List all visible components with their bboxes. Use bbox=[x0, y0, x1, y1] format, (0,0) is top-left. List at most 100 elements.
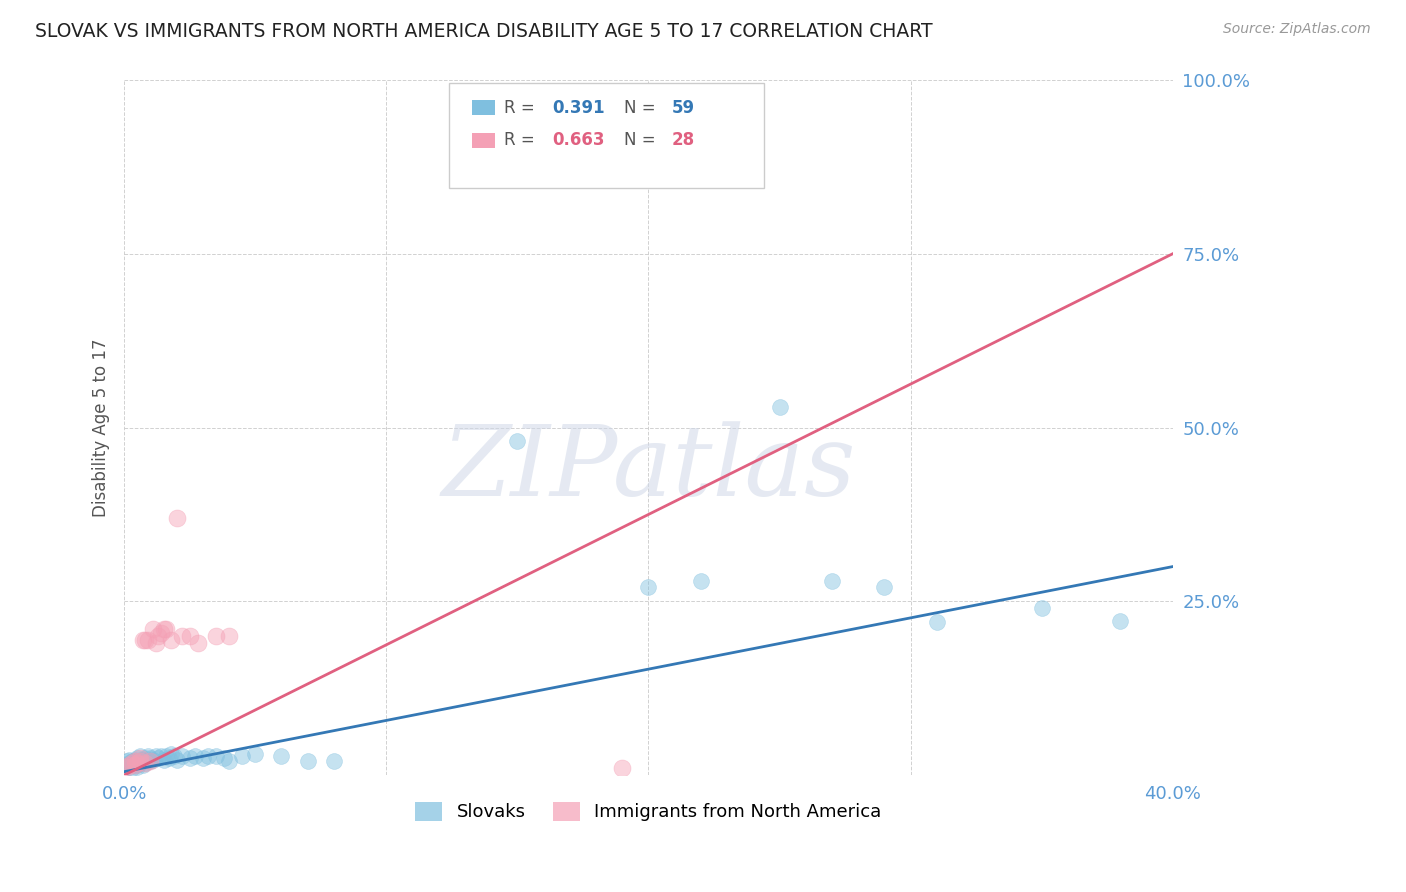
Text: N =: N = bbox=[624, 99, 661, 117]
Point bbox=[155, 748, 177, 763]
Point bbox=[205, 748, 228, 763]
Point bbox=[163, 748, 186, 763]
Point bbox=[136, 632, 159, 647]
Point bbox=[197, 748, 219, 763]
Point bbox=[139, 754, 162, 768]
Point bbox=[129, 751, 152, 765]
Point bbox=[142, 622, 165, 636]
FancyBboxPatch shape bbox=[450, 84, 763, 187]
Point bbox=[131, 632, 153, 647]
Point bbox=[179, 751, 201, 765]
Point bbox=[134, 756, 156, 770]
Point bbox=[1109, 614, 1132, 628]
Point bbox=[145, 636, 167, 650]
Point bbox=[187, 636, 209, 650]
Point bbox=[131, 757, 153, 772]
Point bbox=[212, 751, 235, 765]
Point bbox=[612, 87, 634, 101]
Point bbox=[115, 757, 138, 772]
Point bbox=[166, 753, 188, 767]
Point bbox=[873, 581, 896, 595]
Text: 59: 59 bbox=[672, 99, 695, 117]
Point bbox=[127, 754, 149, 768]
Point bbox=[170, 629, 193, 643]
Point bbox=[152, 753, 174, 767]
Point bbox=[124, 757, 146, 772]
Point bbox=[152, 622, 174, 636]
Point bbox=[155, 622, 177, 636]
Text: N =: N = bbox=[624, 131, 661, 150]
Point bbox=[124, 756, 146, 770]
Point bbox=[170, 748, 193, 763]
Text: R =: R = bbox=[503, 99, 540, 117]
Point bbox=[136, 753, 159, 767]
Point bbox=[166, 511, 188, 525]
Point bbox=[925, 615, 948, 630]
Point bbox=[121, 756, 143, 771]
Point bbox=[184, 748, 207, 763]
Point bbox=[124, 754, 146, 768]
Point bbox=[149, 748, 172, 763]
Text: Source: ZipAtlas.com: Source: ZipAtlas.com bbox=[1223, 22, 1371, 37]
Text: ZIPatlas: ZIPatlas bbox=[441, 422, 856, 517]
Point bbox=[115, 760, 138, 774]
Point bbox=[218, 629, 240, 643]
Point bbox=[142, 753, 165, 767]
Point bbox=[118, 753, 141, 767]
Point bbox=[245, 747, 267, 762]
Point bbox=[139, 754, 162, 768]
Point bbox=[689, 574, 711, 588]
Point bbox=[134, 632, 156, 647]
Point bbox=[160, 747, 183, 762]
Text: 28: 28 bbox=[672, 131, 695, 150]
Point bbox=[124, 758, 146, 772]
Text: 0.663: 0.663 bbox=[553, 131, 605, 150]
Point bbox=[231, 748, 253, 763]
Point bbox=[127, 756, 149, 770]
Point bbox=[118, 757, 141, 772]
Point bbox=[121, 761, 143, 775]
Legend: Slovaks, Immigrants from North America: Slovaks, Immigrants from North America bbox=[408, 795, 889, 829]
Point bbox=[322, 754, 344, 768]
Point bbox=[179, 629, 201, 643]
Point bbox=[131, 753, 153, 767]
Point bbox=[139, 751, 162, 765]
Point bbox=[270, 748, 292, 763]
Point bbox=[191, 751, 214, 765]
Point bbox=[134, 756, 156, 770]
Point bbox=[118, 756, 141, 770]
Point bbox=[124, 753, 146, 767]
Point bbox=[218, 754, 240, 768]
Point bbox=[205, 629, 228, 643]
Point bbox=[768, 400, 790, 414]
Point bbox=[148, 629, 170, 643]
Point bbox=[297, 754, 319, 768]
Y-axis label: Disability Age 5 to 17: Disability Age 5 to 17 bbox=[93, 338, 110, 516]
Text: SLOVAK VS IMMIGRANTS FROM NORTH AMERICA DISABILITY AGE 5 TO 17 CORRELATION CHART: SLOVAK VS IMMIGRANTS FROM NORTH AMERICA … bbox=[35, 22, 932, 41]
Point bbox=[121, 756, 143, 770]
Point bbox=[134, 751, 156, 765]
Point bbox=[136, 748, 159, 763]
Point bbox=[129, 754, 152, 768]
Point bbox=[506, 434, 529, 449]
Point bbox=[821, 574, 844, 588]
Point bbox=[612, 761, 634, 775]
Point bbox=[127, 751, 149, 765]
Point bbox=[129, 748, 152, 763]
Text: 0.391: 0.391 bbox=[553, 99, 605, 117]
Point bbox=[1031, 601, 1053, 615]
Point bbox=[121, 754, 143, 768]
FancyBboxPatch shape bbox=[472, 133, 495, 148]
FancyBboxPatch shape bbox=[472, 100, 495, 115]
Point bbox=[118, 760, 141, 774]
Point bbox=[160, 632, 183, 647]
Point bbox=[129, 756, 152, 770]
Point bbox=[115, 754, 138, 768]
Point bbox=[157, 751, 180, 765]
Point bbox=[127, 757, 149, 772]
Point bbox=[129, 753, 152, 767]
Point bbox=[148, 751, 170, 765]
Point bbox=[131, 754, 153, 768]
Text: R =: R = bbox=[503, 131, 540, 150]
Point bbox=[637, 581, 659, 595]
